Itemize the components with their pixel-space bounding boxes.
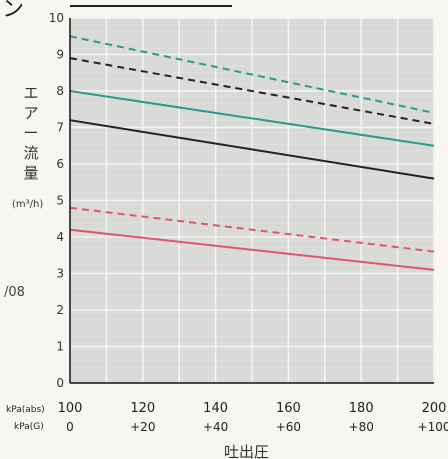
x-tick-label-gauge: 0 — [66, 420, 74, 434]
series-line-5 — [69, 206, 435, 253]
y-tick-label: 4 — [56, 230, 64, 244]
x-tick-label-abs: 140 — [203, 401, 228, 416]
y-title-char: ア — [23, 104, 38, 122]
x-tick-label-gauge: +20 — [130, 420, 155, 434]
x-axis-title: 吐出圧 — [224, 443, 269, 459]
x-unit-abs: kPa(abs) — [6, 405, 45, 415]
series-line-4 — [69, 119, 435, 180]
y-tick-label: 3 — [56, 267, 64, 281]
y-tick-label: 1 — [56, 340, 64, 354]
x-tick-label-gauge: +100 — [418, 420, 448, 434]
series-line-3 — [69, 90, 435, 147]
y-tick-label: 0 — [56, 376, 64, 390]
series-line-6 — [69, 228, 435, 271]
y-tick-label: 10 — [49, 11, 64, 25]
x-tick-labels: 100 0 120 +20 140 +40 160 +60 180 +80 200 +100 — [58, 401, 448, 434]
y-tick-label: 7 — [56, 121, 64, 135]
x-tick-label-abs: 180 — [349, 401, 374, 416]
x-tick-label-gauge: +40 — [203, 420, 228, 434]
series-line-1 — [69, 35, 435, 114]
x-tick-label-gauge: +80 — [349, 420, 374, 434]
series-group — [69, 35, 435, 271]
x-tick-label-abs: 160 — [276, 401, 301, 416]
axes — [69, 18, 434, 384]
x-unit-gauge: kPa(G) — [14, 422, 44, 432]
x-tick-label-abs: 100 — [58, 401, 83, 416]
y-title-char: 量 — [23, 164, 38, 182]
y-title-char: ー — [23, 124, 38, 142]
y-tick-label: 5 — [56, 194, 64, 208]
y-tick-label: 6 — [56, 157, 64, 171]
y-tick-label: 2 — [56, 303, 64, 317]
y-tick-label: 9 — [56, 48, 64, 62]
y-title-char: 流 — [23, 144, 38, 162]
y-tick-labels: 0 1 2 3 4 5 6 7 8 9 10 — [49, 11, 64, 390]
y-title-char: エ — [23, 84, 38, 102]
series-line-2 — [69, 57, 435, 125]
x-tick-label-abs: 120 — [130, 401, 155, 416]
top-left-fragment: ン — [2, 0, 24, 22]
y-axis-unit: (m³/h) — [12, 199, 43, 210]
x-tick-label-abs: 200 — [422, 401, 447, 416]
side-fragment: /08 — [4, 285, 25, 300]
y-tick-label: 8 — [56, 84, 64, 98]
x-tick-label-gauge: +60 — [276, 420, 301, 434]
